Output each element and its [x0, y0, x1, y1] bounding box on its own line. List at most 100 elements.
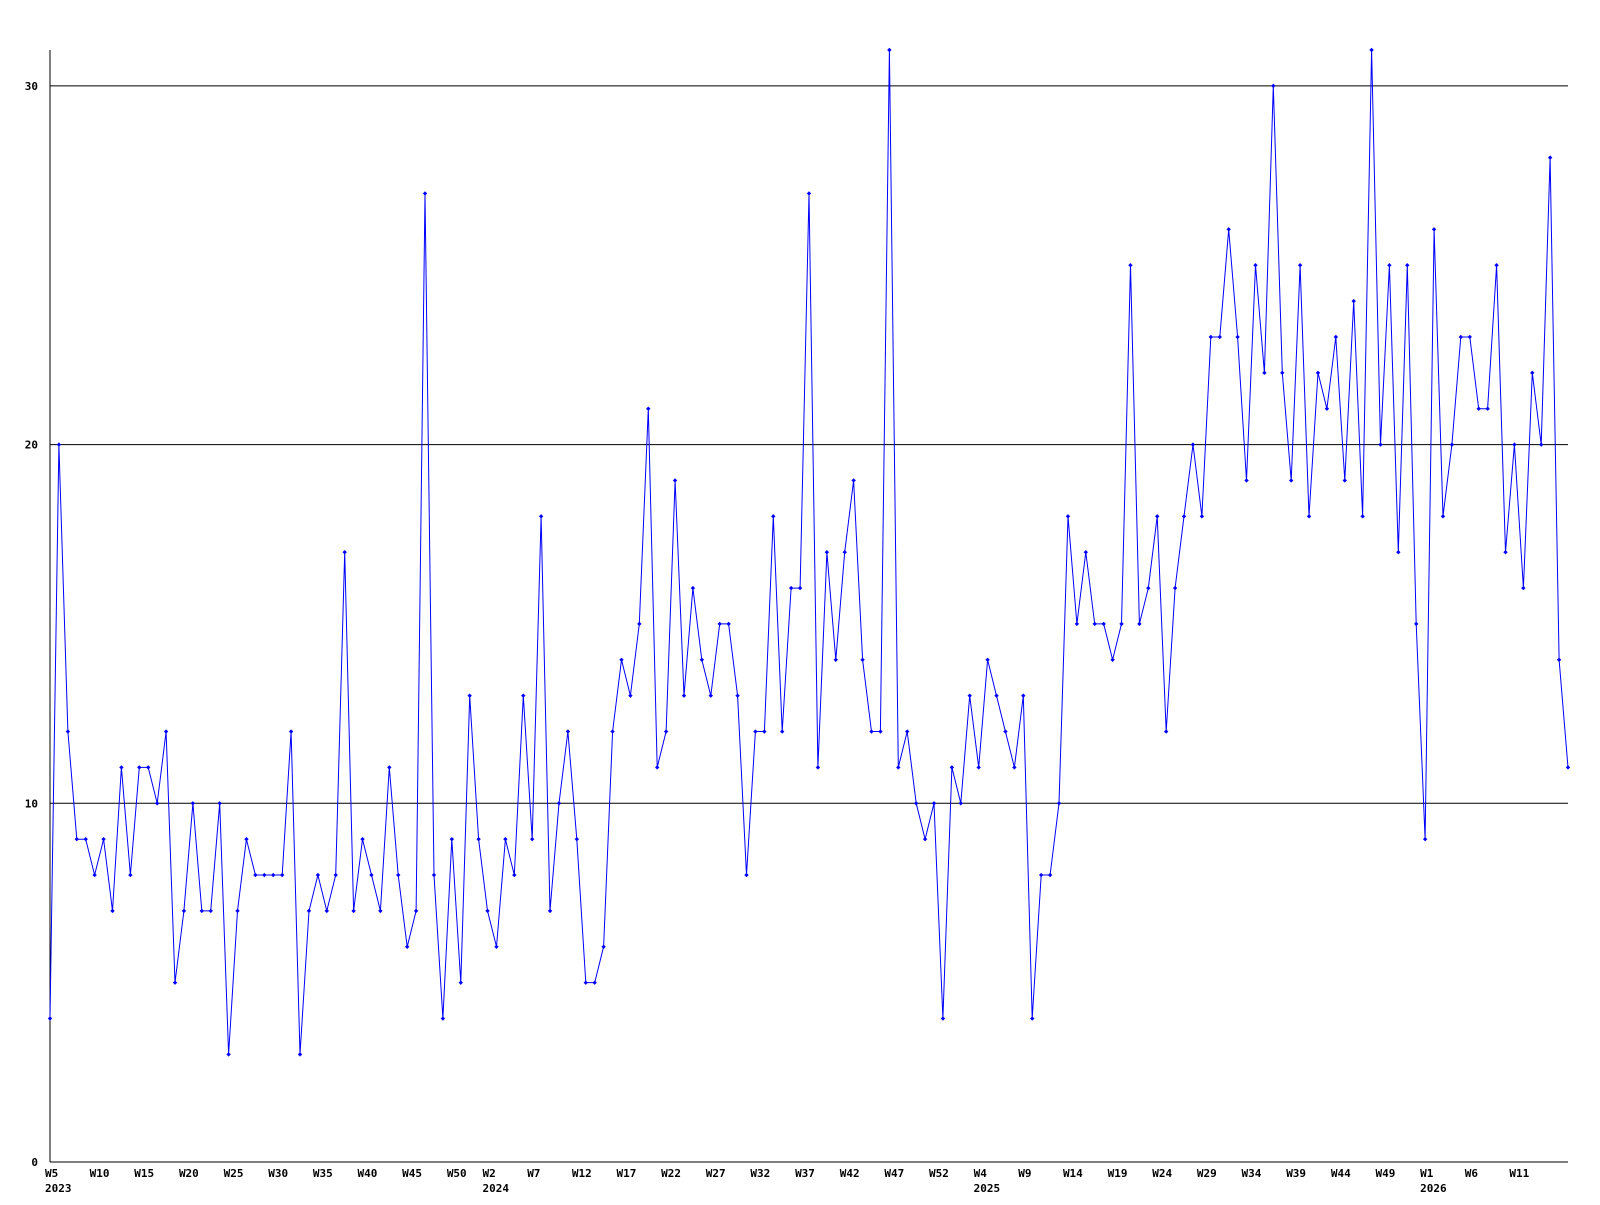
data-point — [494, 944, 499, 949]
x-tick-label-w40: W40 — [358, 1167, 378, 1180]
data-point — [967, 693, 972, 698]
x-tick-label-w30: W30 — [268, 1167, 288, 1180]
x-year-label-2023: 2023 — [45, 1182, 72, 1195]
data-point — [1163, 729, 1169, 734]
x-tick-label-w42: W42 — [840, 1167, 860, 1180]
data-point — [1360, 514, 1365, 519]
data-point — [1199, 514, 1205, 519]
data-point — [404, 944, 410, 949]
data-point — [288, 729, 294, 734]
x-tick-label-w27: W27 — [706, 1167, 726, 1180]
data-point — [1521, 585, 1526, 591]
x-tick-label-w17: W17 — [616, 1167, 636, 1180]
data-point — [1449, 442, 1455, 447]
data-point — [351, 908, 356, 914]
data-point — [1306, 514, 1312, 519]
x-tick-label-w32: W32 — [750, 1167, 770, 1180]
data-point — [387, 765, 392, 770]
data-point — [628, 693, 633, 698]
data-point — [154, 801, 160, 806]
data-point — [771, 514, 776, 519]
data-point — [1414, 621, 1419, 627]
series-layer — [47, 47, 1571, 1057]
x-tick-label-w11: W11 — [1509, 1167, 1529, 1180]
data-point — [762, 729, 767, 734]
data-point — [1056, 801, 1062, 806]
data-point — [396, 872, 401, 878]
data-point — [306, 908, 312, 914]
data-point — [1503, 549, 1508, 555]
data-point — [137, 765, 142, 770]
data-point — [1172, 585, 1178, 591]
x-year-label-2026: 2026 — [1420, 1182, 1447, 1195]
x-tick-label-w39: W39 — [1286, 1167, 1306, 1180]
data-point — [521, 693, 526, 698]
data-point — [1262, 370, 1267, 376]
data-point — [806, 191, 812, 196]
data-point — [503, 836, 508, 842]
data-point — [672, 478, 678, 483]
data-point — [262, 872, 267, 878]
data-point — [440, 1016, 446, 1021]
data-point — [1476, 406, 1481, 411]
data-point — [797, 585, 803, 591]
data-point — [1065, 514, 1071, 519]
x-tick-label-w10: W10 — [90, 1167, 110, 1180]
data-point — [1074, 621, 1080, 627]
x-tick-label-w4: W4 — [974, 1167, 988, 1180]
data-point — [905, 729, 910, 734]
data-point — [485, 908, 490, 914]
data-point — [735, 693, 740, 698]
data-point — [1351, 298, 1356, 304]
data-point — [1217, 334, 1222, 340]
data-point — [128, 872, 133, 878]
data-point — [315, 872, 321, 878]
y-tick-label-0: 0 — [31, 1156, 38, 1169]
data-point — [146, 765, 151, 770]
data-point — [1092, 621, 1097, 627]
data-point — [1440, 514, 1446, 519]
x-tick-label-w9: W9 — [1018, 1167, 1031, 1180]
label-layer: 0 10 20 30 W5 2023 W10 W15 W20 W25 W30 W35 W40 W45 W50… — [25, 80, 1530, 1195]
x-tick-label-w5: W5 — [45, 1167, 58, 1180]
data-point — [271, 872, 276, 878]
data-point — [547, 908, 553, 914]
data-point — [565, 729, 571, 734]
data-point — [601, 944, 606, 949]
data-point — [646, 406, 651, 411]
data-point — [1467, 334, 1472, 340]
data-point — [753, 729, 758, 734]
data-point — [235, 908, 240, 914]
y-tick-label-30: 30 — [25, 80, 38, 93]
data-point — [324, 908, 330, 914]
data-point — [253, 872, 258, 878]
data-point — [851, 478, 856, 483]
data-point — [1244, 478, 1249, 483]
data-point — [878, 729, 883, 734]
x-tick-label-w2: W2 — [483, 1167, 496, 1180]
data-point — [1396, 549, 1401, 555]
data-point — [1539, 442, 1544, 447]
data-point — [1422, 836, 1428, 842]
data-point — [1271, 83, 1276, 89]
data-point — [681, 693, 687, 698]
x-tick-label-w7: W7 — [527, 1167, 540, 1180]
data-point — [190, 801, 196, 806]
data-point — [467, 693, 472, 698]
x-tick-label-w34: W34 — [1242, 1167, 1262, 1180]
data-point — [1083, 549, 1089, 555]
x-tick-label-w1: W1 — [1420, 1167, 1434, 1180]
x-tick-label-w14: W14 — [1063, 1167, 1083, 1180]
data-point — [1012, 765, 1017, 770]
y-tick-label-20: 20 — [25, 439, 38, 452]
data-point — [824, 549, 830, 555]
data-point — [744, 872, 749, 878]
data-point — [833, 657, 838, 663]
x-tick-label-w20: W20 — [179, 1167, 199, 1180]
data-point — [1297, 263, 1303, 268]
data-point — [297, 1052, 303, 1057]
data-point — [1021, 693, 1026, 698]
data-point — [244, 836, 249, 842]
data-point — [708, 693, 713, 698]
